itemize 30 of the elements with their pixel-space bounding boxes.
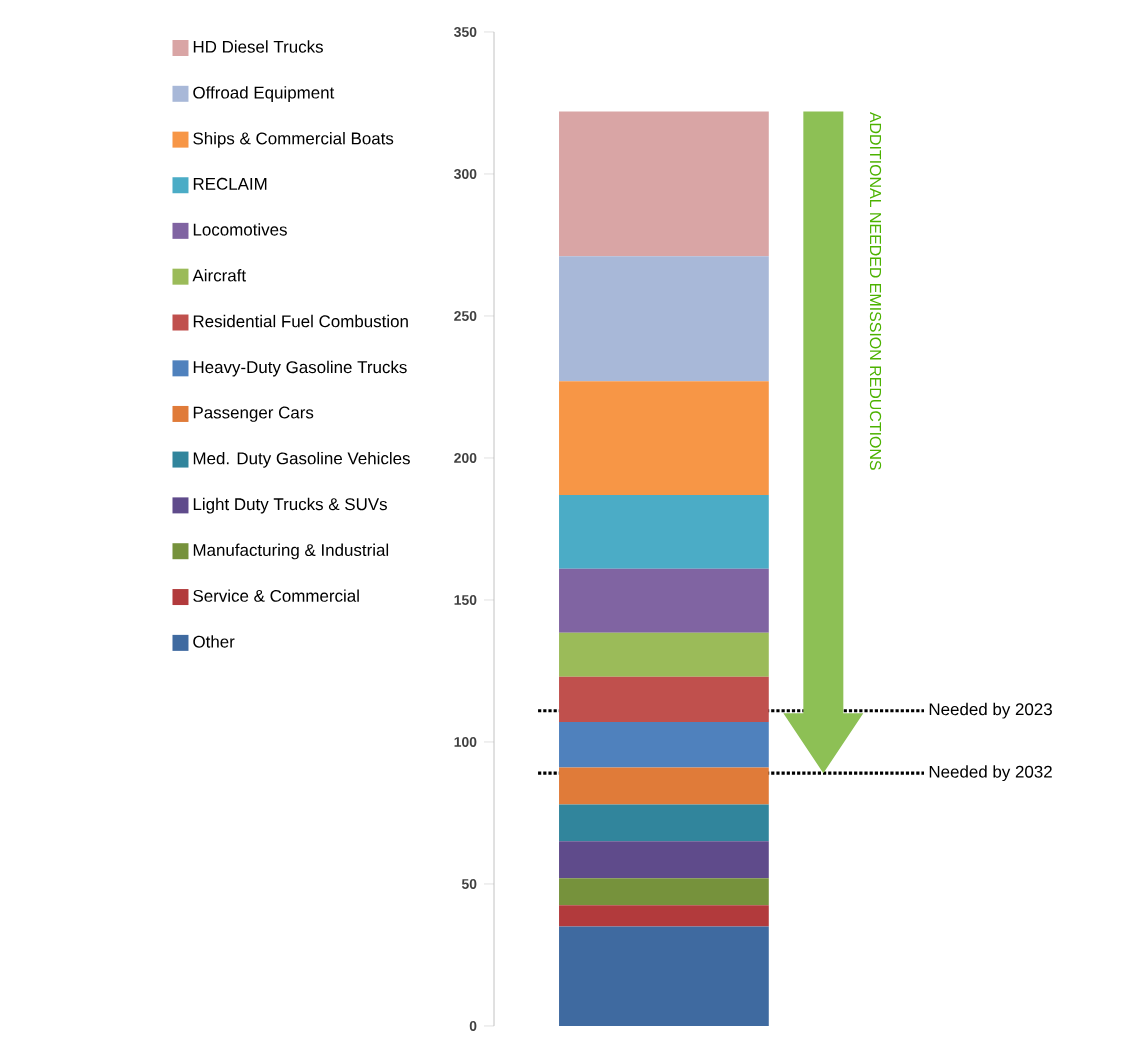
legend-label: Other <box>193 635 235 648</box>
ref-line-label: Needed by 2032 <box>929 765 1052 782</box>
legend-label: Offroad Equipment <box>193 86 335 102</box>
bar <box>559 676 769 723</box>
bar <box>559 926 769 1026</box>
bar <box>559 111 769 257</box>
bar <box>559 841 769 879</box>
legend-label: Heavy-Duty Gasoline Trucks <box>193 360 407 377</box>
legend-label: Aircraft <box>192 269 246 282</box>
legend-label: HD Diesel Trucks <box>193 40 323 53</box>
legend-label: Light Duty Trucks & SUVs <box>193 497 387 514</box>
bar <box>559 905 769 927</box>
legend-label: Manufacturing & Industrial <box>193 543 389 560</box>
legend-label: Residential Fuel Combustion <box>193 314 408 328</box>
bar <box>559 256 769 382</box>
bar <box>559 767 769 805</box>
legend-label: Passenger Cars <box>193 406 314 422</box>
bar <box>559 722 769 768</box>
legend-label: Ships & Commercial Boats <box>193 132 394 148</box>
ref-line-label: Needed by 2023 <box>929 702 1052 719</box>
bar <box>559 568 769 633</box>
bar <box>559 494 769 569</box>
bar <box>559 804 769 842</box>
legend-label: Locomotives <box>193 223 287 236</box>
bar <box>559 632 769 677</box>
legend-label: Med. Duty Gasoline Vehicles <box>193 451 410 468</box>
bar <box>559 381 769 495</box>
legend-label: Service & Commercial <box>193 589 359 602</box>
legend-label: RECLAIM <box>193 177 267 190</box>
bar <box>559 878 769 906</box>
